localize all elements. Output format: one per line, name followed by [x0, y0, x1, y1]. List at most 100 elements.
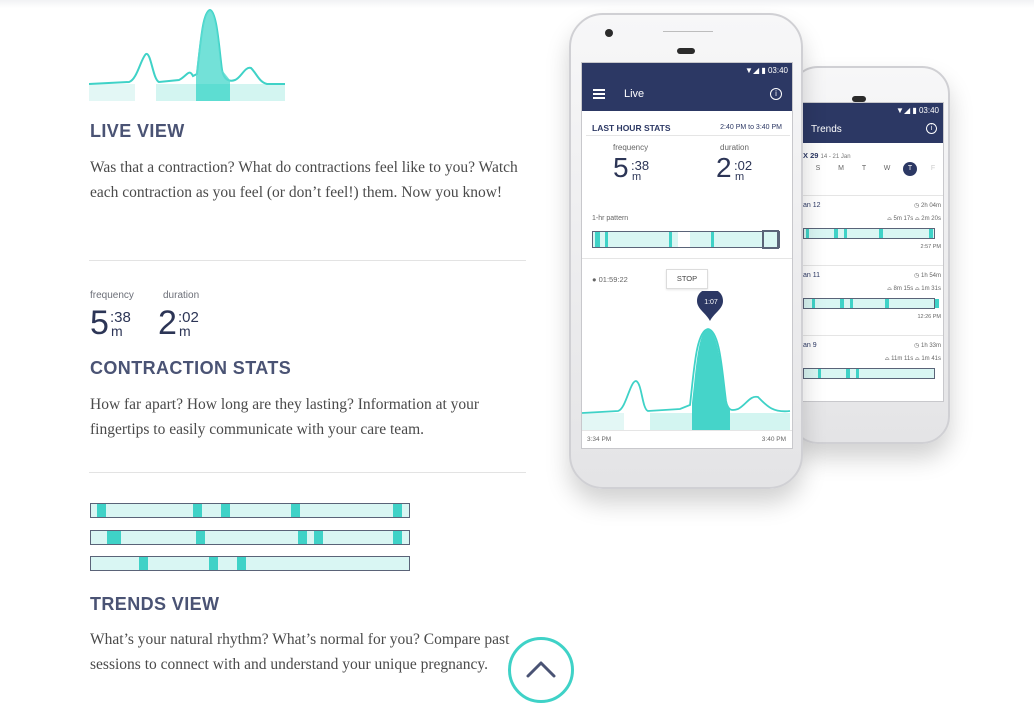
phone-speaker [677, 48, 695, 54]
trends-app-title: Trends [811, 124, 842, 135]
session-pattern-bar [803, 228, 935, 239]
stop-button[interactable]: STOP [666, 269, 708, 289]
duration-unit: m [179, 323, 191, 339]
phone-frequency-unit: m [632, 171, 642, 183]
contraction-segment [195, 531, 205, 544]
phone-frequency-seconds: :38 [631, 158, 650, 173]
contraction-duration-marker [697, 291, 723, 321]
trend-session-bar [90, 530, 410, 545]
day-4[interactable]: T [903, 162, 917, 176]
trends-view-title: TRENDS VIEW [90, 594, 220, 614]
phone-duration-value: 2 [716, 152, 732, 183]
session-end-time: 2:57 PM [920, 244, 941, 250]
contraction-segment [192, 504, 202, 517]
phone-duration-seconds: :02 [734, 158, 753, 173]
week-label: X 29 14 - 21 Jan [803, 151, 851, 160]
session-pattern-bar [803, 298, 939, 309]
graph-end-time: 3:40 PM [761, 436, 786, 443]
session-end-time: 12:26 PM [917, 314, 941, 320]
session-total: ◷ 2h 04m [914, 203, 941, 209]
session-pattern-bar [803, 368, 935, 379]
divider [89, 260, 526, 261]
session-stats: ⌓ 5m 17s ⌓ 2m 20s [887, 216, 941, 222]
frequency-value: 5 [90, 304, 109, 342]
status-time: 03:40 [918, 106, 939, 115]
live-view-title: LIVE VIEW [90, 121, 185, 141]
info-icon[interactable]: i [770, 88, 782, 100]
live-phone-screen: ▼◢ ▮ 03:40 Live i LAST HOUR STATS 2:40 P… [581, 62, 793, 449]
top-shadow [0, 0, 1034, 8]
hour-pattern-bar [592, 230, 780, 249]
contraction-segment [313, 531, 323, 544]
divider [582, 430, 792, 431]
day-2[interactable]: T [861, 165, 867, 172]
phone-frequency-value: 5 [613, 152, 629, 183]
contraction-segment [221, 504, 231, 517]
live-app-bar: ▼◢ ▮ 03:40 Live i [582, 63, 792, 111]
contraction-segment [106, 531, 121, 544]
pattern-window-marker [762, 230, 779, 249]
contraction-segment [393, 531, 403, 544]
live-phone-mockup: ▼◢ ▮ 03:40 Live i LAST HOUR STATS 2:40 P… [569, 13, 803, 489]
contraction-duration-bubble: 1:07 [704, 299, 718, 306]
duration-stat: duration 2 :02 m [158, 290, 228, 340]
session-card[interactable]: an 12 ◷ 2h 04m ⌓ 5m 17s ⌓ 2m 20s 2:57 PM [801, 195, 943, 261]
status-bar: ▼◢ ▮ 03:40 [745, 66, 788, 75]
contraction-segment [297, 531, 307, 544]
session-total: ◷ 1h 54m [914, 273, 941, 279]
trends-app-bar: ▼◢ ▮ 03:40 Trends i [801, 103, 943, 143]
trends-phone-mockup: ▼◢ ▮ 03:40 Trends i X 29 14 - 21 Jan S M T… [790, 66, 950, 444]
day-5[interactable]: F [930, 165, 936, 172]
trends-view-description: What’s your natural rhythm? What’s norma… [90, 631, 510, 673]
day-1[interactable]: M [838, 165, 844, 172]
contraction-segment [208, 557, 218, 570]
info-icon[interactable]: i [926, 123, 937, 134]
trends-phone-screen: ▼◢ ▮ 03:40 Trends i X 29 14 - 21 Jan S M T… [800, 102, 944, 402]
menu-icon[interactable] [593, 89, 605, 99]
front-camera [605, 29, 613, 37]
session-timer: ● 01:59:22 [592, 275, 628, 284]
contraction-segment [291, 504, 301, 517]
contraction-segment [237, 557, 247, 570]
duration-seconds: :02 [178, 309, 199, 326]
trend-session-bar [90, 503, 410, 518]
session-card[interactable]: an 11 ◷ 1h 54m ⌓ 8m 15s ⌓ 1m 31s 12:26 PM [801, 265, 943, 331]
live-view-description: Was that a contraction? What do contract… [90, 159, 518, 201]
divider [89, 472, 526, 473]
session-date: an 9 [803, 342, 817, 349]
frequency-label: frequency [90, 290, 134, 301]
pattern-label: 1-hr pattern [592, 215, 629, 222]
stats-time-range: 2:40 PM to 3:40 PM [720, 124, 782, 131]
day-3[interactable]: W [883, 165, 891, 172]
frequency-stat: frequency 5 :38 m [90, 290, 160, 340]
contraction-stats-description: How far apart? How long are they lasting… [90, 396, 480, 438]
live-app-title: Live [624, 88, 645, 100]
session-date: an 12 [803, 202, 821, 209]
day-0[interactable]: S [815, 165, 821, 172]
graph-start-time: 3:34 PM [587, 436, 612, 443]
duration-value: 2 [158, 304, 177, 342]
live-wave-graphic [89, 8, 285, 101]
phone-speaker [852, 96, 866, 102]
phone-frequency-label: frequency [613, 143, 649, 152]
status-bar: ▼◢ ▮ 03:40 [896, 106, 939, 115]
phone-duration-label: duration [720, 143, 749, 152]
session-stats: ⌓ 11m 11s ⌓ 1m 41s [884, 356, 941, 362]
phone-duration-unit: m [735, 171, 745, 183]
contraction-segment [138, 557, 148, 570]
session-stats: ⌓ 8m 15s ⌓ 1m 31s [887, 286, 941, 292]
duration-label: duration [163, 290, 200, 301]
trend-session-bar [90, 556, 410, 571]
phone-speaker-grille [663, 31, 713, 32]
contraction-segment [393, 504, 403, 517]
session-card[interactable]: an 9 ◷ 1h 33m ⌓ 11m 11s ⌓ 1m 41s [801, 335, 943, 401]
divider [582, 258, 792, 259]
session-date: an 11 [803, 272, 820, 279]
chevron-up-icon [526, 661, 556, 678]
live-contraction-graph [582, 291, 791, 430]
scroll-to-top-button[interactable] [508, 637, 574, 703]
frequency-seconds: :38 [110, 309, 131, 326]
last-hour-stats-heading: LAST HOUR STATS [592, 123, 671, 133]
frequency-unit: m [111, 323, 123, 339]
status-time: 03:40 [767, 66, 788, 75]
